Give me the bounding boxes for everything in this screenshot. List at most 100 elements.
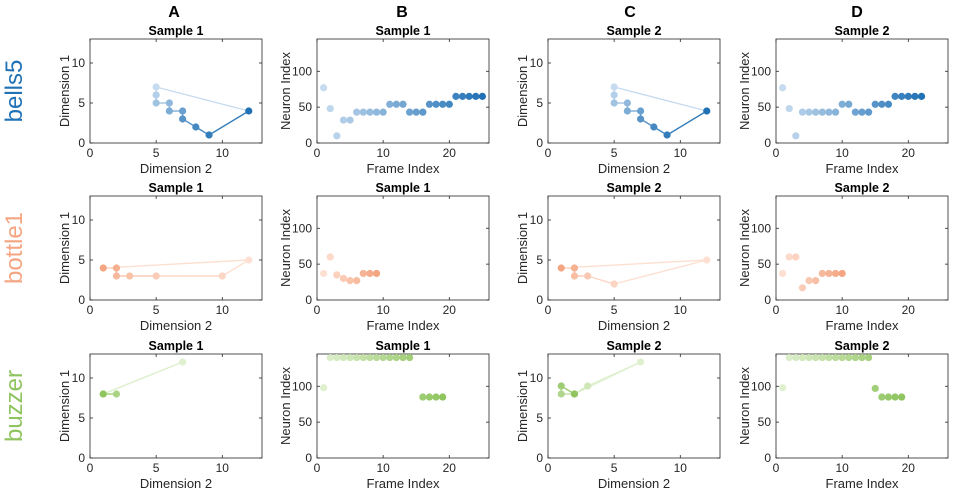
- data-point: [419, 108, 427, 116]
- y-axis-label: Neuron Index: [278, 208, 293, 287]
- chart-D1: 0 10 20 0 50 100 Sample 2 Frame Index Neuron Ind…: [737, 24, 949, 176]
- data-point: [359, 269, 367, 278]
- x-axis-label: Frame Index: [826, 161, 899, 176]
- data-point: [326, 353, 334, 362]
- data-point: [445, 100, 453, 108]
- data-point: [353, 108, 361, 116]
- data-point: [439, 393, 447, 401]
- y-tick-label: 0: [78, 293, 85, 307]
- data-point: [865, 353, 873, 362]
- data-point: [891, 92, 899, 100]
- x-tick-label: 10: [674, 461, 688, 475]
- data-point: [320, 384, 328, 392]
- x-axis-label: Frame Index: [367, 318, 440, 333]
- data-point: [798, 108, 807, 116]
- data-point: [831, 353, 840, 362]
- data-point: [179, 358, 187, 366]
- y-tick-label: 10: [72, 371, 86, 385]
- row-label-bells5: bells5: [1, 60, 28, 123]
- chart-title: Sample 1: [149, 24, 204, 38]
- data-point: [419, 393, 427, 401]
- data-point: [557, 390, 565, 398]
- data-point: [792, 132, 800, 140]
- data-point: [845, 100, 853, 108]
- y-tick-label: 10: [530, 213, 544, 227]
- x-tick-label: 5: [153, 461, 160, 475]
- y-tick-label: 50: [299, 257, 313, 271]
- y-tick-label: 5: [78, 411, 85, 425]
- plot-area: [775, 195, 949, 301]
- column-letter-B: B: [396, 4, 408, 21]
- y-tick-label: 0: [536, 293, 543, 307]
- x-tick-label: 20: [443, 461, 457, 475]
- data-point: [372, 269, 381, 278]
- x-tick-label: 0: [87, 146, 94, 160]
- x-tick-label: 5: [153, 303, 160, 317]
- data-point: [610, 83, 618, 91]
- data-point: [218, 272, 226, 280]
- data-point: [333, 353, 341, 362]
- y-tick-label: 50: [299, 415, 313, 429]
- x-tick-label: 0: [87, 303, 94, 317]
- data-point: [878, 393, 886, 401]
- chart-title: Sample 2: [607, 181, 662, 195]
- data-point: [326, 104, 334, 113]
- data-point: [353, 277, 361, 285]
- data-point: [785, 253, 793, 261]
- y-tick-label: 10: [72, 213, 86, 227]
- y-tick-label: 100: [751, 64, 771, 78]
- data-point: [838, 269, 846, 278]
- x-tick-label: 0: [545, 303, 552, 317]
- chart-title: Sample 2: [835, 181, 890, 195]
- x-tick-label: 5: [611, 461, 618, 475]
- x-tick-label: 10: [216, 303, 230, 317]
- chart-title: Sample 1: [149, 339, 204, 353]
- data-point: [399, 100, 407, 108]
- trajectory-segment: [613, 259, 707, 285]
- x-axis-label: Dimension 2: [140, 161, 212, 176]
- chart-C3: 0 5 10 0 5 10 Sample 2 Dimension 2 Dimension 1: [515, 339, 721, 491]
- y-tick-label: 0: [764, 136, 771, 150]
- y-tick-label: 50: [758, 257, 772, 271]
- data-point: [472, 92, 480, 100]
- data-point: [205, 131, 213, 139]
- data-point: [805, 353, 813, 362]
- plot-area: [547, 38, 721, 144]
- data-point: [898, 393, 906, 401]
- plot-area: [89, 195, 263, 301]
- x-tick-label: 0: [773, 303, 780, 317]
- chart-title: Sample 1: [376, 339, 431, 353]
- data-point: [818, 108, 826, 116]
- y-tick-label: 5: [78, 96, 85, 110]
- data-point: [779, 384, 787, 392]
- data-point: [165, 99, 173, 107]
- column-letter-D: D: [851, 4, 863, 21]
- data-point: [792, 253, 800, 261]
- chart-title: Sample 1: [149, 181, 204, 195]
- x-tick-label: 10: [674, 146, 688, 160]
- chart-D2: 0 10 20 0 50 100 Sample 2 Frame Index Neuron Ind…: [737, 181, 949, 333]
- data-point: [99, 390, 107, 398]
- data-point: [570, 272, 579, 280]
- data-point: [425, 393, 434, 401]
- data-point: [911, 92, 919, 100]
- data-point: [818, 269, 826, 278]
- plot-area: [775, 38, 949, 144]
- data-point: [570, 264, 579, 272]
- y-tick-label: 50: [299, 100, 313, 114]
- x-axis-label: Frame Index: [367, 476, 440, 491]
- data-point: [663, 131, 671, 139]
- data-point: [432, 393, 440, 401]
- data-point: [179, 107, 187, 115]
- data-point: [152, 83, 160, 91]
- data-point: [339, 274, 348, 283]
- x-tick-label: 20: [902, 461, 916, 475]
- y-axis-label: Dimension 1: [57, 55, 72, 127]
- y-tick-label: 0: [78, 451, 85, 465]
- y-tick-label: 100: [751, 379, 771, 393]
- trajectory-segment: [221, 259, 250, 277]
- y-tick-label: 50: [758, 100, 772, 114]
- data-point: [386, 100, 394, 108]
- data-point: [112, 272, 121, 280]
- trajectory-segment: [208, 110, 250, 136]
